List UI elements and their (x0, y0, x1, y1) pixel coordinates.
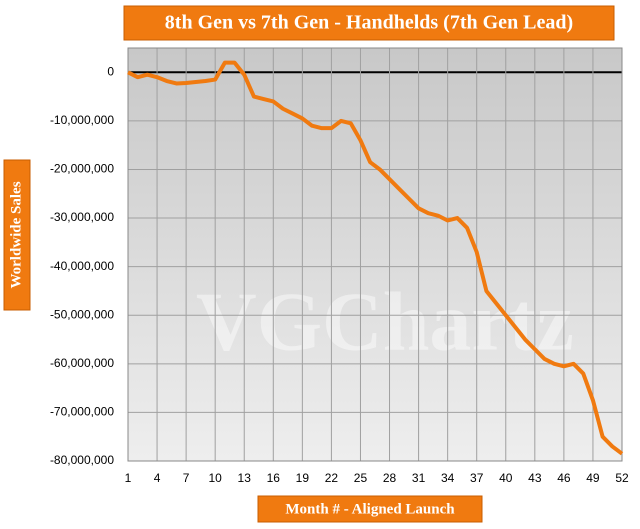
x-label-box (257, 495, 483, 523)
y-tick-label: -20,000,000 (50, 162, 114, 176)
x-tick-label: 13 (238, 471, 252, 485)
x-tick-label: 19 (296, 471, 310, 485)
x-tick-label: 46 (557, 471, 571, 485)
x-tick-label: 16 (267, 471, 281, 485)
y-tick-label: -60,000,000 (50, 356, 114, 370)
x-tick-label: 37 (470, 471, 484, 485)
x-tick-label: 25 (354, 471, 368, 485)
x-tick-label: 7 (183, 471, 190, 485)
y-tick-label: -30,000,000 (50, 210, 114, 224)
y-tick-label: -70,000,000 (50, 405, 114, 419)
data-line (127, 60, 624, 456)
x-tick-label: 43 (528, 471, 542, 485)
x-tick-label: 10 (208, 471, 222, 485)
x-tick-label: 28 (383, 471, 397, 485)
watermark: VGChartz (196, 275, 574, 368)
y-label-box (3, 159, 31, 311)
title-box (123, 5, 615, 41)
x-tick-label: 22 (325, 471, 339, 485)
x-tick-label: 52 (615, 471, 629, 485)
x-tick-label: 40 (499, 471, 513, 485)
y-axis-label: Worldwide Sales (8, 181, 24, 288)
plot-area (128, 48, 622, 461)
x-tick-label: 1 (125, 471, 132, 485)
y-tick-label: 0 (107, 64, 114, 78)
x-axis-label: Month # - Aligned Launch (285, 501, 455, 517)
x-tick-label: 4 (154, 471, 161, 485)
y-tick-label: -40,000,000 (50, 259, 114, 273)
y-tick-label: -80,000,000 (50, 453, 114, 467)
chart-title: 8th Gen vs 7th Gen - Handhelds (7th Gen … (165, 12, 573, 34)
x-tick-label: 49 (586, 471, 600, 485)
plot-border (127, 47, 623, 462)
y-tick-label: -50,000,000 (50, 307, 114, 321)
x-tick-label: 34 (441, 471, 455, 485)
y-tick-label: -10,000,000 (50, 113, 114, 127)
x-tick-label: 31 (412, 471, 426, 485)
